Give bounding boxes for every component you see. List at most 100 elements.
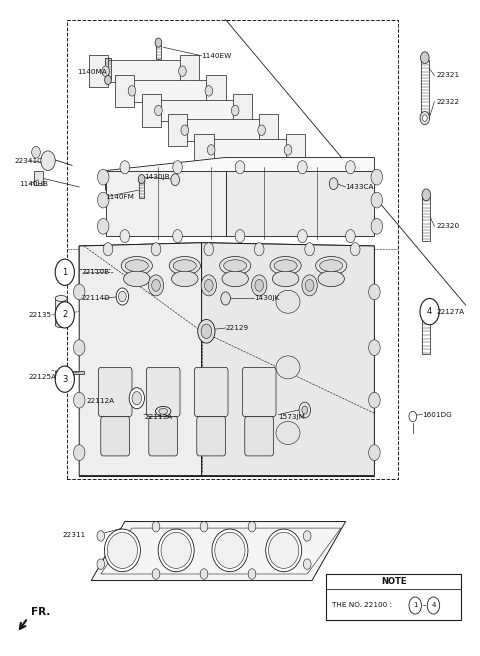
Circle shape [409,411,417,422]
Ellipse shape [316,256,347,275]
Circle shape [204,279,213,291]
Circle shape [204,243,214,256]
Ellipse shape [161,533,191,568]
Text: 1140EW: 1140EW [202,52,232,59]
Text: 22112A: 22112A [86,398,115,405]
Circle shape [116,288,129,305]
Circle shape [350,243,360,256]
Polygon shape [106,157,374,190]
Circle shape [371,218,383,234]
Circle shape [200,569,208,579]
Circle shape [55,366,74,392]
Ellipse shape [159,408,168,415]
Text: 2: 2 [62,310,67,319]
FancyBboxPatch shape [245,417,274,456]
Circle shape [305,243,314,256]
Polygon shape [34,171,43,185]
Text: 1140HB: 1140HB [19,180,48,187]
Circle shape [119,291,126,302]
Circle shape [41,151,55,171]
Polygon shape [149,100,245,121]
Ellipse shape [158,529,194,571]
Circle shape [205,85,213,96]
Polygon shape [202,243,374,476]
Ellipse shape [270,256,301,275]
Ellipse shape [222,271,249,287]
Polygon shape [168,114,187,146]
Circle shape [201,324,212,338]
Ellipse shape [272,271,299,287]
Circle shape [97,559,105,569]
Text: 22129: 22129 [226,325,249,331]
FancyBboxPatch shape [242,367,276,417]
Polygon shape [122,80,218,102]
Polygon shape [55,298,67,325]
Circle shape [152,279,160,291]
Ellipse shape [107,533,138,568]
Circle shape [255,279,264,291]
Circle shape [422,304,431,316]
Ellipse shape [266,529,302,571]
Circle shape [303,531,311,541]
Circle shape [181,125,189,136]
Ellipse shape [320,260,343,272]
Circle shape [254,243,264,256]
Text: 1433CA: 1433CA [346,184,374,190]
Text: 22341C: 22341C [14,157,43,164]
Circle shape [155,38,162,47]
Text: 4: 4 [427,307,432,316]
Circle shape [120,161,130,174]
Text: THE NO. 22100 :: THE NO. 22100 : [332,602,392,609]
FancyBboxPatch shape [194,367,228,417]
FancyBboxPatch shape [149,417,178,456]
Circle shape [302,406,308,414]
Circle shape [97,192,109,208]
Polygon shape [79,243,202,476]
Circle shape [258,125,265,136]
Circle shape [427,597,440,614]
Circle shape [409,597,421,614]
Circle shape [32,146,40,158]
Ellipse shape [276,356,300,379]
Ellipse shape [274,260,297,272]
Circle shape [231,105,239,116]
Text: 22311: 22311 [62,531,85,538]
Text: 22110B: 22110B [82,269,110,276]
FancyBboxPatch shape [146,367,180,417]
Text: 1601DG: 1601DG [422,411,452,418]
Circle shape [329,178,338,190]
Circle shape [97,169,109,185]
Circle shape [120,230,130,243]
Circle shape [305,279,314,291]
Circle shape [152,522,160,532]
Circle shape [422,189,431,201]
Text: -: - [422,601,425,610]
Text: 3: 3 [62,375,68,384]
Polygon shape [202,139,298,161]
Polygon shape [286,134,305,166]
Polygon shape [175,119,271,141]
Text: 1140MA: 1140MA [77,69,107,75]
Circle shape [298,161,307,174]
Circle shape [284,145,292,155]
Circle shape [105,75,111,85]
Ellipse shape [105,529,140,571]
Circle shape [420,52,429,64]
Text: 1140FM: 1140FM [106,194,134,200]
Text: 1573JM: 1573JM [278,413,305,420]
Circle shape [171,174,180,186]
Circle shape [148,275,164,296]
Circle shape [200,522,208,532]
Circle shape [369,392,380,408]
Circle shape [128,85,136,96]
Circle shape [73,284,85,300]
Text: 1430JK: 1430JK [254,295,280,302]
Text: NOTE: NOTE [381,577,407,586]
Ellipse shape [219,256,251,275]
Circle shape [73,340,85,356]
Circle shape [369,284,380,300]
FancyBboxPatch shape [98,367,132,417]
Circle shape [235,230,245,243]
Polygon shape [259,114,278,146]
Ellipse shape [156,407,171,417]
